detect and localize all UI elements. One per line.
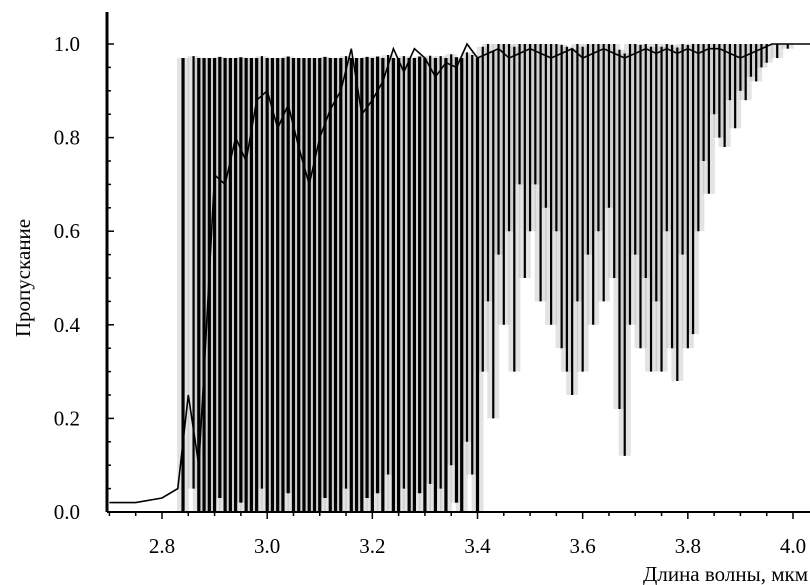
x-tick-label: 3.2 xyxy=(359,534,385,558)
x-tick-label: 2.8 xyxy=(149,534,175,558)
x-tick-label: 3.6 xyxy=(570,534,596,558)
x-tick-label: 4.0 xyxy=(780,534,806,558)
y-tick-label: 0.8 xyxy=(54,126,80,150)
y-tick-label: 0.6 xyxy=(54,219,80,243)
absorption-lines-layer xyxy=(177,44,794,512)
y-axis-ticks: 0.0 0.2 0.4 0.6 0.8 1.0 xyxy=(54,32,114,524)
x-axis-title: Длина волны, мкм xyxy=(643,562,808,585)
y-tick-label: 0.2 xyxy=(54,406,80,430)
x-tick-label: 3.8 xyxy=(675,534,701,558)
y-axis-title: Пропускание xyxy=(11,219,35,337)
transmission-envelope-line xyxy=(109,42,810,504)
x-tick-label: 3.0 xyxy=(254,534,280,558)
x-tick-label: 3.4 xyxy=(464,534,491,558)
y-tick-label: 1.0 xyxy=(54,32,80,56)
y-tick-label: 0.4 xyxy=(54,313,81,337)
x-axis-ticks: 2.8 3.0 3.2 3.4 3.6 3.8 4.0 xyxy=(108,512,806,558)
y-tick-label: 0.0 xyxy=(54,500,80,524)
